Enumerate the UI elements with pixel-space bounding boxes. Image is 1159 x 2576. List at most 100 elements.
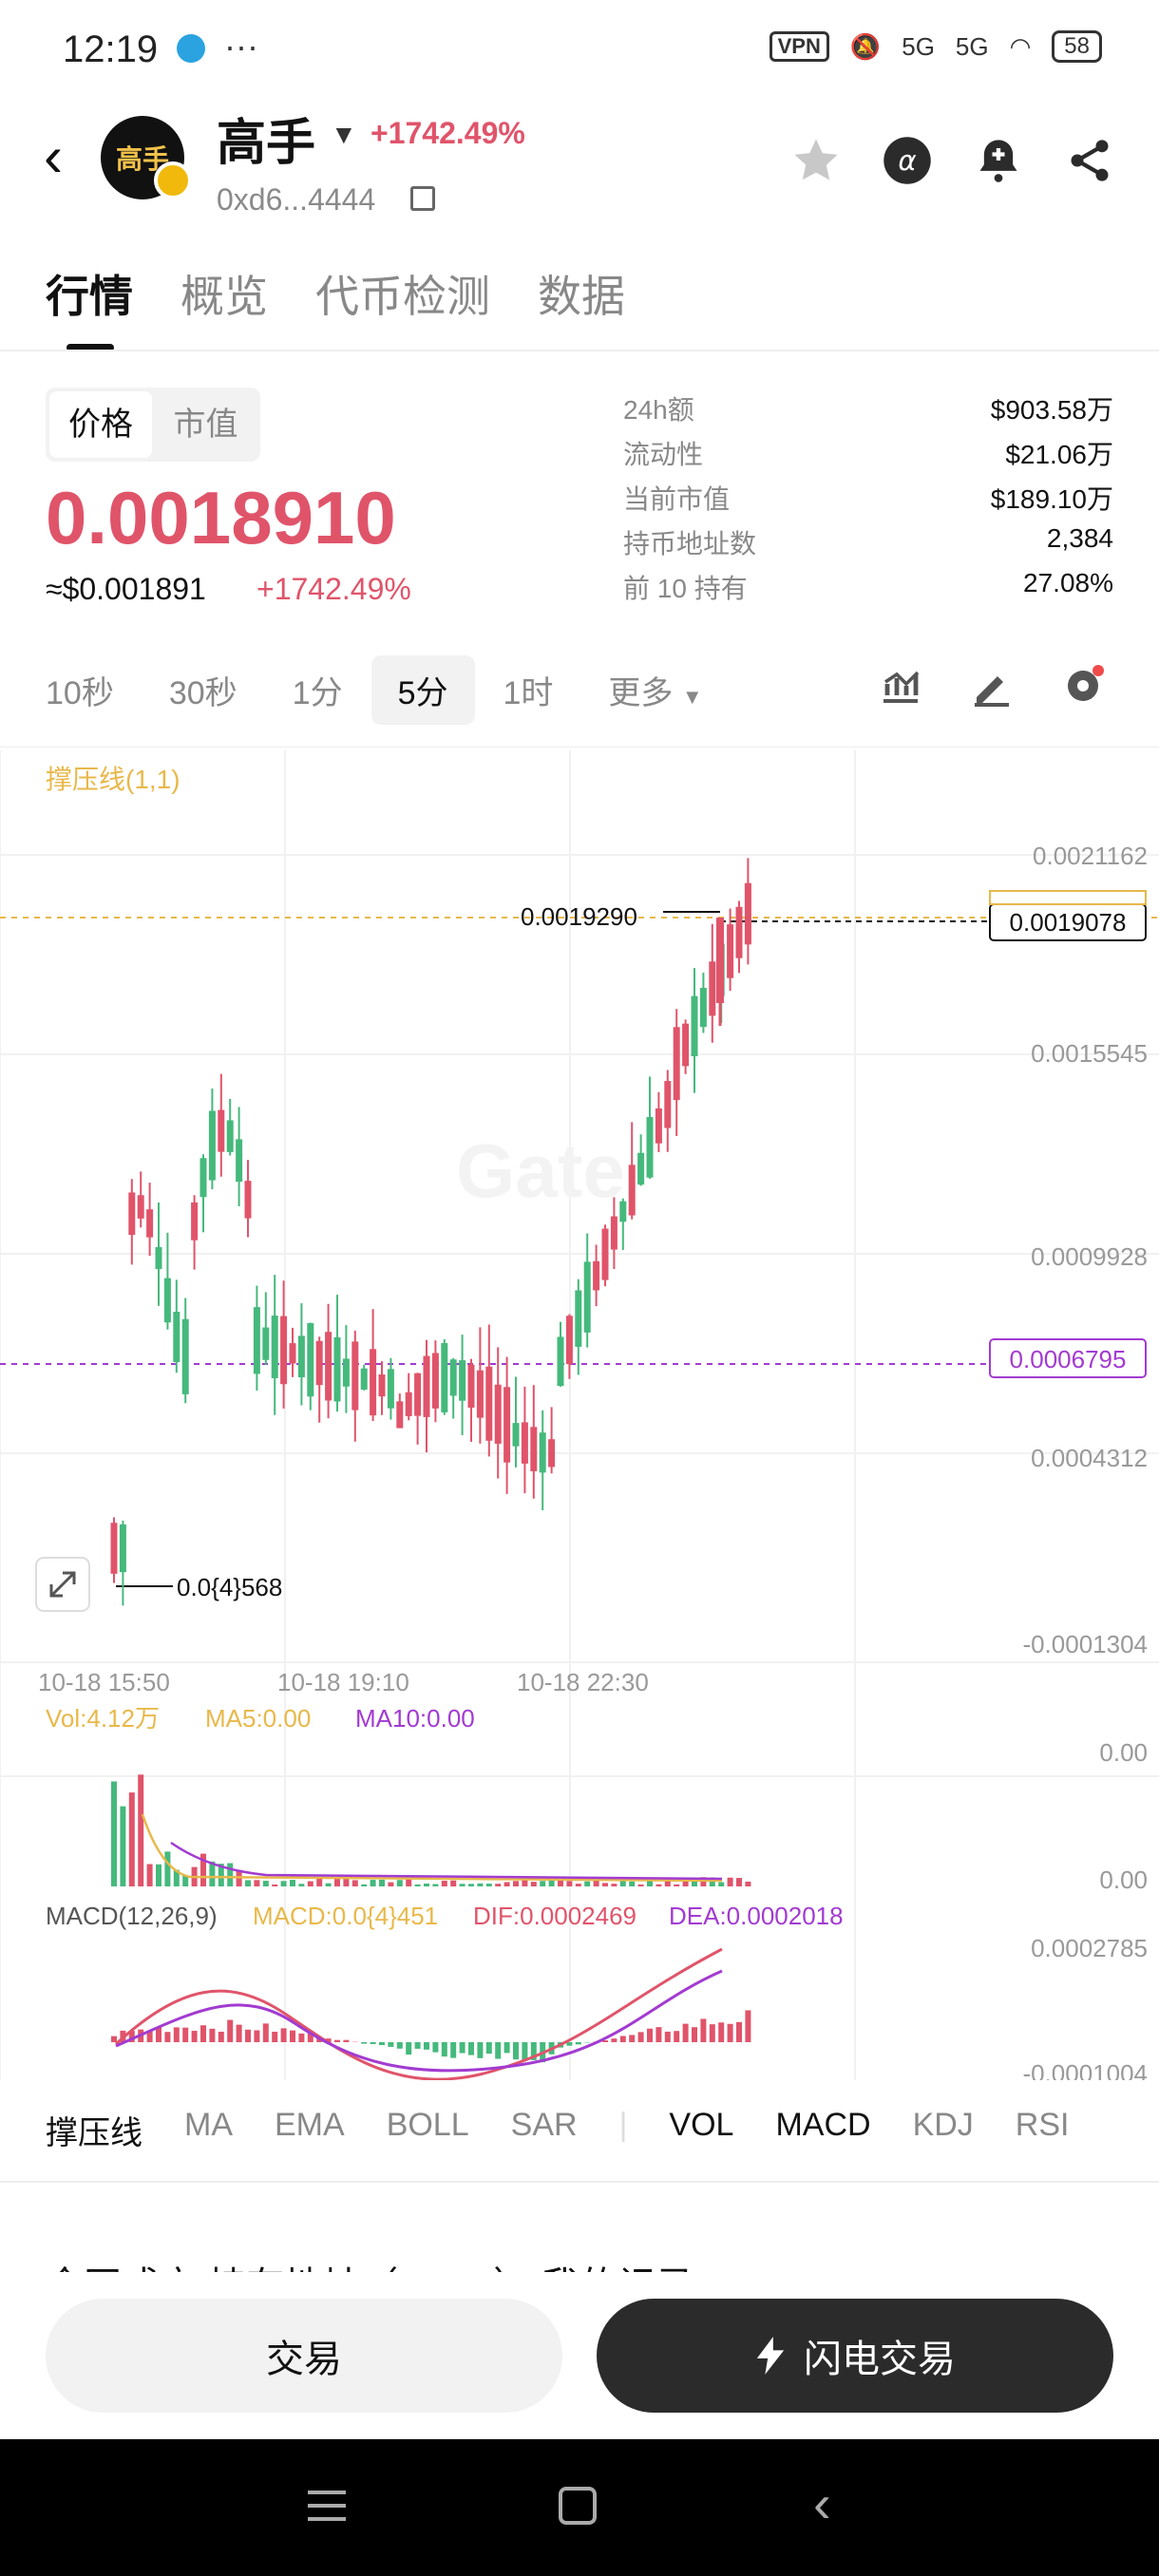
back-nav-icon[interactable]: ‹ [813,2473,831,2533]
candle-body [655,1108,662,1144]
caret-down-icon[interactable]: ▼ [331,120,357,149]
ind-rsi[interactable]: RSI [1015,2107,1070,2143]
volume-bar [146,1864,153,1886]
bell-add-icon[interactable] [971,133,1026,188]
candle-body [253,1307,260,1374]
avatar: 高手 [101,116,184,199]
macd-bar [280,2028,287,2042]
divider [0,350,1159,351]
candle-body [370,1349,377,1416]
volume-bar [647,1879,653,1886]
interval-1m[interactable]: 1分 [292,675,343,711]
candle-body [110,1523,118,1574]
home-icon[interactable] [559,2487,597,2525]
caret-down-icon: ▼ [681,685,703,709]
interval-10s[interactable]: 10秒 [46,675,114,711]
volume-bar [656,1884,662,1886]
volume-bar [262,1881,269,1886]
ind-macd[interactable]: MACD [775,2107,871,2143]
chain-badge-icon [154,161,192,199]
macd-bar [522,2042,528,2061]
alpha-icon[interactable]: α [880,133,935,188]
ind-ma[interactable]: MA [184,2107,233,2143]
macd-bar [388,2042,394,2047]
token-address[interactable]: 0xd6...4444 [217,182,376,217]
stat-value: $21.06万 [1005,440,1113,469]
token-name[interactable]: 高手 [217,116,316,171]
ind-sar[interactable]: SAR [510,2107,578,2143]
macd-bar [227,2019,234,2042]
macd-bar [111,2036,117,2042]
macd-bar [298,2033,305,2042]
macd-dea-line [115,1969,723,2073]
macd-bar [459,2042,466,2054]
star-icon[interactable] [788,133,844,188]
menu-icon[interactable] [308,2491,346,2521]
volume-bar [459,1884,466,1886]
indicator-chart-icon[interactable] [878,663,927,712]
battery-icon: 58 [1052,30,1102,63]
back-button[interactable]: ‹ [44,124,63,188]
volume-bar [156,1864,162,1886]
stat-row: 持币地址数 2,384 [623,523,1113,568]
candle-body [137,1195,144,1219]
kline-chart[interactable]: Gate 撑压线(1,1) 0.0021162 0.0015545 0.0009928 0… [0,750,1159,2080]
volume-bar [674,1884,680,1886]
draw-pen-icon[interactable] [969,663,1018,712]
ind-vol[interactable]: VOL [669,2107,734,2143]
seg-price[interactable]: 价格 [49,391,152,458]
macd-label: MACD(12,26,9) [46,1902,218,1930]
macd-bar [692,2027,697,2042]
ind-boll[interactable]: BOLL [386,2107,469,2143]
macd-bar [173,2027,180,2042]
candle-body [664,1081,672,1128]
volume-bar [254,1880,260,1886]
candle-body [297,1335,305,1377]
settings-gear-icon[interactable] [1060,663,1110,712]
macd-value: MACD:0.0{4}451 [253,1902,438,1930]
tab-market[interactable]: 行情 [46,272,133,321]
ind-kdj[interactable]: KDJ [912,2107,974,2143]
candle-body [387,1369,394,1409]
volume-bar [558,1880,563,1886]
ind-support-resistance[interactable]: 撑压线 [46,2115,142,2151]
y-tick-label: -0.0001304 [1022,1630,1148,1658]
volume-bar [619,1878,626,1886]
seg-mcap[interactable]: 市值 [173,407,238,443]
tab-token-check[interactable]: 代币检测 [315,272,490,321]
volume-bar [593,1878,599,1886]
copy-icon[interactable] [410,186,435,211]
tab-data[interactable]: 数据 [538,272,625,321]
volume-bar [548,1878,555,1886]
volume-bar [298,1884,305,1886]
candle-body [512,1423,520,1447]
interval-1h[interactable]: 1时 [503,675,554,711]
trade-label: 交易 [266,2339,342,2380]
tab-overview[interactable]: 概览 [180,272,268,321]
flash-trade-button[interactable]: 闪电交易 [597,2299,1113,2413]
trade-button[interactable]: 交易 [46,2299,562,2413]
volume-bar [530,1882,537,1886]
volume-bar [450,1880,457,1886]
candle-body [744,882,751,945]
macd-bar [164,2032,171,2042]
stat-row: 前 10 持有 27.08% [623,568,1113,613]
system-nav-bar: ‹ [0,2439,1159,2576]
interval-more[interactable]: 更多 ▼ [608,667,702,713]
macd-bar [307,2032,314,2042]
stat-value: $903.58万 [990,395,1113,425]
candle-body [218,1109,225,1152]
token-change: +1742.49% [370,116,525,150]
interval-5m[interactable]: 5分 [370,655,475,725]
mute-icon: 🔕 [849,31,882,61]
indicator-bar: 撑压线 MA EMA BOLL SAR | VOL MACD KDJ RSI [46,2107,1111,2153]
interval-30s[interactable]: 30秒 [168,675,238,711]
volume-bar [307,1881,314,1886]
share-icon[interactable] [1062,133,1117,188]
ind-ema[interactable]: EMA [275,2107,345,2143]
macd-bar [361,2042,368,2044]
candle-body [727,924,734,978]
candle-body [360,1368,368,1390]
macd-bar [718,2022,725,2042]
high-tag-edge [989,890,1147,905]
